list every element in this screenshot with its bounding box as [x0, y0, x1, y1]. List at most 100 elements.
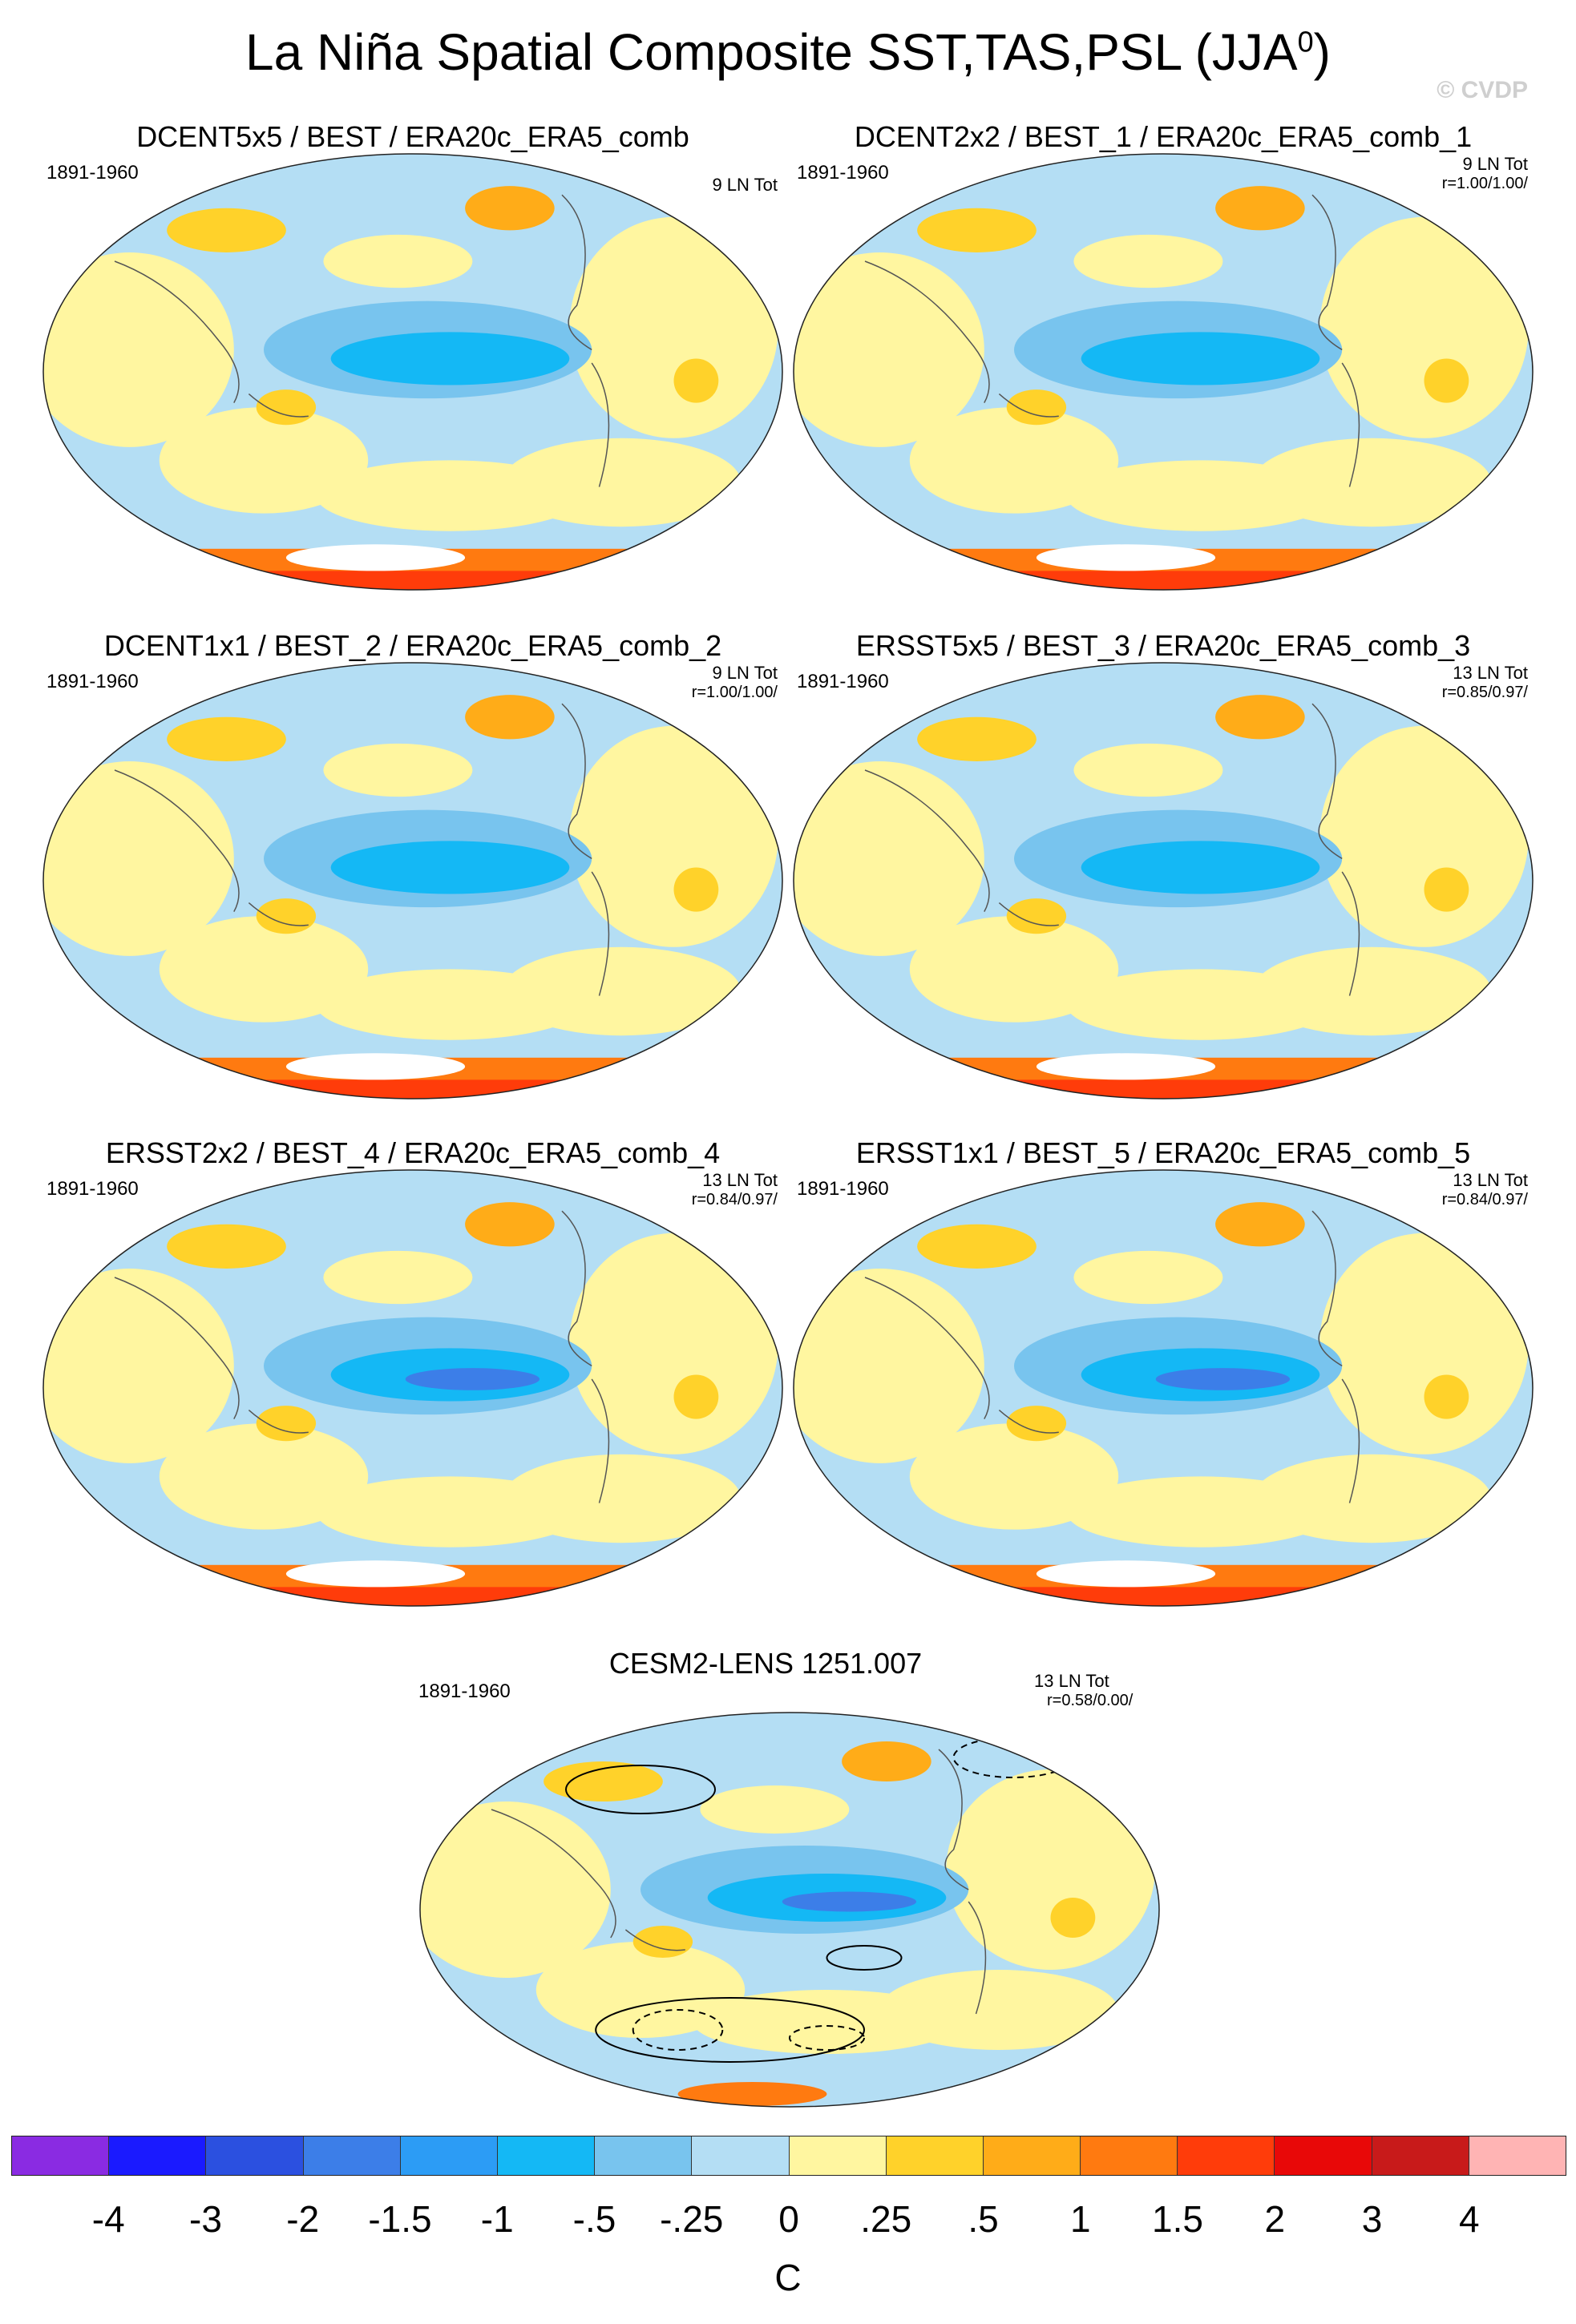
anomaly-region	[909, 1423, 1119, 1530]
psl-contour	[826, 1945, 903, 1971]
psl-contour	[595, 1997, 865, 2063]
anomaly-region	[316, 969, 584, 1040]
panel-title: ERSST5x5 / BEST_3 / ERA20c_ERA5_comb_3	[855, 629, 1471, 662]
anomaly-region	[256, 389, 317, 426]
anomaly-region	[673, 358, 719, 403]
coastline	[248, 1410, 309, 1434]
composite-map	[793, 153, 1534, 591]
panel-title: CESM2-LENS 1251.007	[608, 1647, 923, 1680]
composite-map	[42, 662, 783, 1099]
anomaly-region	[544, 1761, 663, 1802]
period-label: 1891-1960	[46, 1178, 139, 1200]
pattern-correlation: r=0.84/0.97/	[691, 1191, 778, 1208]
coastline	[1341, 362, 1360, 487]
coastline	[1311, 194, 1343, 351]
colorbar-swatch	[595, 2136, 693, 2175]
colorbar-tick-label: -.25	[660, 2198, 724, 2240]
map-field	[43, 663, 782, 1099]
antarctic-land	[285, 1053, 466, 1080]
map-border	[793, 1169, 1534, 1607]
coastline	[998, 393, 1059, 418]
colorbar-swatch	[206, 2136, 304, 2175]
anomaly-region	[569, 1233, 778, 1455]
colorbar-tick-label: .25	[860, 2198, 912, 2240]
coastline	[114, 1277, 240, 1420]
pattern-correlation: r=1.00/1.00/	[691, 684, 778, 701]
anomaly-region	[917, 208, 1037, 252]
anomaly-region	[323, 234, 473, 288]
anomaly-region	[946, 1769, 1155, 1970]
anomaly-region	[1073, 234, 1223, 288]
coastline	[1341, 871, 1360, 996]
period-label: 1891-1960	[797, 1178, 889, 1200]
anomaly-region	[1215, 1202, 1305, 1247]
colorbar-tick-label: -.5	[572, 2198, 616, 2240]
colorbar-swatch	[497, 2136, 596, 2175]
event-count: 13 LN Tot	[702, 1170, 778, 1190]
coastline	[998, 1410, 1059, 1434]
composite-map	[419, 1712, 1160, 2108]
antarctic-land	[1036, 1053, 1216, 1080]
antarctic-band	[677, 2082, 827, 2106]
panel-title: ERSST1x1 / BEST_5 / ERA20c_ERA5_comb_5	[855, 1136, 1471, 1169]
panel-ersst2x2: ERSST2x2 / BEST_4 / ERA20c_ERA5_comb_4 1…	[40, 1136, 786, 1609]
event-count: 9 LN Tot	[712, 175, 778, 195]
map-border	[42, 1169, 783, 1607]
panel-dcent2x2: DCENT2x2 / BEST_1 / ERA20c_ERA5_comb_1 1…	[790, 120, 1536, 593]
anomaly-region	[1066, 460, 1335, 531]
anomaly-region	[569, 216, 778, 438]
anomaly-region	[1081, 332, 1320, 385]
pattern-correlation: r=0.85/0.97/	[1441, 684, 1528, 701]
composite-map	[793, 662, 1534, 1099]
anomaly-region	[323, 743, 473, 797]
panel-cesm2-lens: CESM2-LENS 1251.007 1891-1960 13 LN Tot …	[401, 1647, 1178, 2112]
pattern-correlation: r=1.00/1.00/	[1441, 175, 1528, 192]
anomaly-region	[569, 725, 778, 947]
colorbar-tick-label: -3	[189, 2198, 222, 2240]
anomaly-region	[1424, 358, 1469, 403]
anomaly-region	[1073, 1250, 1223, 1305]
pattern-correlation: r=0.84/0.97/	[1441, 1191, 1528, 1208]
event-count: 9 LN Tot	[712, 663, 778, 683]
period-label: 1891-1960	[797, 162, 889, 184]
colorbar-swatch	[303, 2136, 401, 2175]
map-field	[794, 154, 1533, 590]
coastline	[248, 393, 309, 418]
anomaly-region	[1155, 1368, 1291, 1390]
anomaly-region	[465, 1202, 555, 1247]
map-field	[794, 663, 1533, 1099]
anomaly-region	[673, 1374, 719, 1419]
colorbar-swatch	[789, 2136, 887, 2175]
coastline	[1311, 703, 1343, 860]
period-label: 1891-1960	[418, 1680, 511, 1702]
colorbar-tick-label: -2	[286, 2198, 320, 2240]
colorbar-tick-label: -1	[480, 2198, 514, 2240]
panel-dcent1x1: DCENT1x1 / BEST_2 / ERA20c_ERA5_comb_2 1…	[40, 629, 786, 1102]
map-border	[793, 153, 1534, 591]
anomaly-region	[782, 1891, 917, 1912]
coastline	[1311, 1210, 1343, 1367]
colorbar-tick-labels: -4 -3 -2 -1.5 -1 -.5 -.25 0 .25 .5 1 1.5 2 3 4	[11, 2197, 1566, 2245]
colorbar-tick-label: 1.5	[1152, 2198, 1203, 2240]
period-label: 1891-1960	[46, 162, 139, 184]
anomaly-region	[1006, 389, 1067, 426]
map-field	[43, 1170, 782, 1606]
colorbar-swatch	[886, 2136, 984, 2175]
anomaly-region	[330, 841, 570, 894]
anomaly-region	[1319, 725, 1529, 947]
coastline	[591, 362, 610, 487]
anomaly-region	[167, 1224, 286, 1269]
colorbar-swatch	[109, 2136, 207, 2175]
copyright-watermark: © CVDP	[1437, 77, 1528, 103]
anomaly-region	[1006, 1406, 1067, 1442]
antarctic-land	[1036, 544, 1216, 571]
anomaly-region	[909, 916, 1119, 1023]
coastline	[591, 1378, 610, 1503]
anomaly-region	[159, 407, 369, 514]
coastline	[968, 1901, 987, 2015]
anomaly-region	[909, 407, 1119, 514]
coastline	[1341, 1378, 1360, 1503]
anomaly-region	[330, 332, 570, 385]
colorbar-swatch	[1081, 2136, 1178, 2175]
anomaly-region	[1006, 898, 1067, 934]
